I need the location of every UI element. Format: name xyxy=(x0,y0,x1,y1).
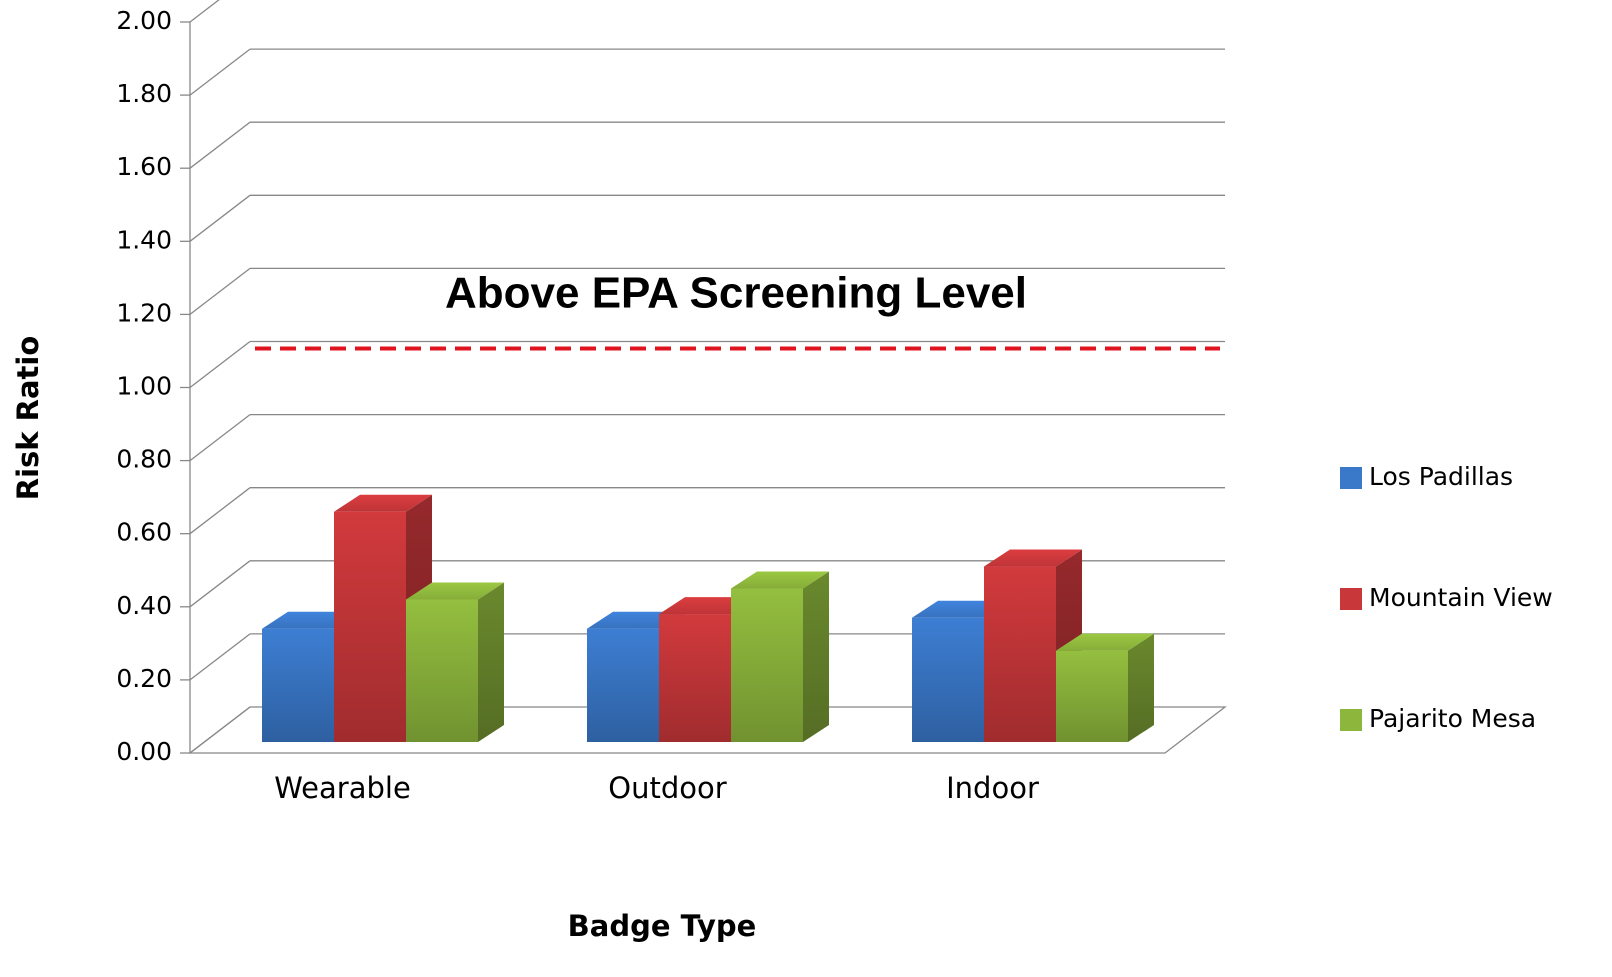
bar xyxy=(731,571,829,742)
legend-swatch xyxy=(1340,588,1362,610)
bar-front xyxy=(912,617,984,742)
y-tick-label: 1.00 xyxy=(116,372,172,401)
legend-label: Mountain View xyxy=(1369,583,1553,612)
bar xyxy=(406,582,504,742)
y-tick-label: 1.20 xyxy=(116,298,172,327)
grid-line xyxy=(189,706,251,754)
bar-side xyxy=(478,582,504,742)
y-tick-label: 2.00 xyxy=(116,6,172,35)
legend-swatch xyxy=(1340,467,1362,489)
bar-front xyxy=(587,628,659,742)
bar-top xyxy=(731,571,829,589)
y-axis-title: Risk Ratio xyxy=(11,336,45,501)
bar-front xyxy=(262,628,334,742)
bar-top xyxy=(1056,633,1154,651)
x-tick-label: Outdoor xyxy=(608,771,726,805)
legend-label: Pajarito Mesa xyxy=(1369,704,1536,733)
y-tick-label: 0.40 xyxy=(116,591,172,620)
bar-top xyxy=(406,582,504,600)
bar-front xyxy=(731,588,803,742)
y-tick-label: 0.00 xyxy=(116,737,172,766)
y-tick-label: 0.20 xyxy=(116,664,172,693)
grid-line xyxy=(189,48,251,96)
x-tick-label: Indoor xyxy=(946,771,1039,805)
grid-line xyxy=(189,194,251,242)
y-tick-label: 0.80 xyxy=(116,445,172,474)
grid-line xyxy=(189,414,251,462)
y-tick-label: 0.60 xyxy=(116,518,172,547)
bar-top xyxy=(984,549,1082,567)
grid-line xyxy=(189,487,251,535)
bar-front xyxy=(334,511,406,742)
bar-front xyxy=(984,566,1056,742)
bar xyxy=(1056,633,1154,742)
grid-line xyxy=(189,340,251,389)
legend-label: Los Padillas xyxy=(1369,462,1513,491)
y-tick-label: 1.80 xyxy=(116,79,172,108)
bar-top xyxy=(334,494,432,512)
x-tick-label: Wearable xyxy=(274,771,411,805)
x-axis-title: Badge Type xyxy=(568,909,757,943)
annotation: Above EPA Screening Level xyxy=(445,269,1027,318)
grid-line xyxy=(189,267,251,315)
grid-line xyxy=(189,0,220,23)
legend-swatch xyxy=(1340,709,1362,731)
y-tick-label: 1.40 xyxy=(116,225,172,254)
y-tick-label: 1.60 xyxy=(116,152,172,181)
bar-front xyxy=(659,614,731,742)
bar-front xyxy=(1056,650,1128,742)
grid-line xyxy=(189,121,251,169)
bar-front xyxy=(406,599,478,742)
bar-side xyxy=(1128,633,1154,742)
bar-side xyxy=(803,571,829,742)
grid-line xyxy=(189,560,251,608)
grid-line xyxy=(189,633,251,681)
